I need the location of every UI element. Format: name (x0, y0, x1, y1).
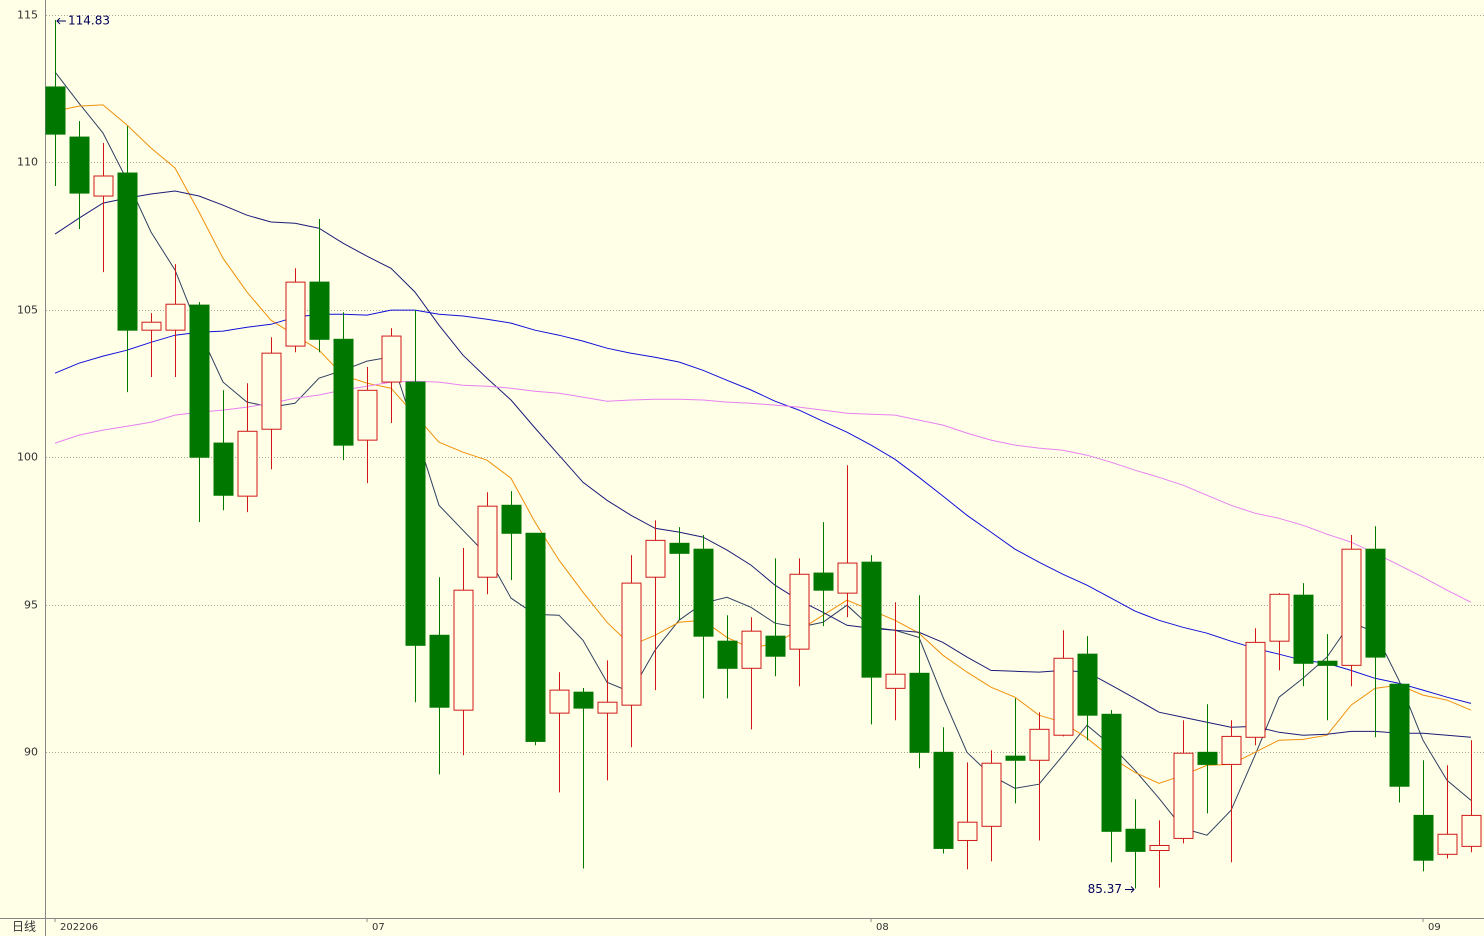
candle-body (189, 304, 210, 458)
candle-body (405, 381, 426, 646)
candle-body (453, 589, 474, 711)
candle-body (1221, 735, 1242, 765)
candle-body (213, 442, 234, 496)
candle-body (981, 762, 1002, 827)
candle-body (693, 548, 714, 637)
annotation-arrow (56, 17, 66, 25)
candle-body (861, 561, 882, 678)
x-tick-label: 09 (1428, 922, 1441, 933)
candle-body (501, 504, 522, 534)
candle-body (1149, 844, 1170, 851)
candle-body (477, 505, 498, 578)
candle-body (741, 630, 762, 669)
candle-body (1341, 548, 1362, 666)
candle-body (1437, 833, 1458, 855)
candle-body (1101, 713, 1122, 832)
candle-body (381, 335, 402, 383)
candle-body (909, 672, 930, 753)
candle-body (549, 689, 570, 714)
candle-body (1317, 660, 1338, 666)
candle-body (837, 562, 858, 594)
candle-body (333, 338, 354, 446)
y-tick-label: 95 (24, 599, 38, 612)
candle-body (573, 691, 594, 709)
y-tick-label: 110 (17, 156, 38, 169)
candle-body (93, 175, 114, 197)
candle-body (1125, 828, 1146, 852)
candle-body (885, 673, 906, 689)
moving-average-line (54, 190, 1472, 738)
candle-body (1053, 657, 1074, 736)
candle-body (261, 352, 282, 430)
annotation-label: 85.37 (1088, 882, 1122, 896)
candle-body (1389, 683, 1410, 787)
candle-body (669, 542, 690, 554)
candle-body (1365, 548, 1386, 658)
candle-body (717, 640, 738, 669)
candle-body (357, 389, 378, 441)
candle-body (1197, 751, 1218, 765)
candle-body (1173, 752, 1194, 839)
candle-body (813, 572, 834, 591)
candle-body (309, 281, 330, 340)
candle-body (789, 573, 810, 650)
candle-body (429, 634, 450, 708)
y-tick-label: 115 (17, 9, 38, 22)
candle-body (285, 281, 306, 347)
x-tick-label: 07 (372, 922, 385, 933)
annotation-arrow (1125, 886, 1135, 893)
candle-body (165, 303, 186, 331)
candle-body (525, 532, 546, 742)
candle-body (117, 172, 138, 331)
candle-body (1413, 814, 1434, 861)
moving-average-line (54, 71, 1472, 836)
candle-body (69, 136, 90, 194)
candle-body (141, 321, 162, 331)
candle-body (645, 539, 666, 578)
candle-body (621, 582, 642, 706)
candle-body (1269, 593, 1290, 642)
candle-body (597, 701, 618, 714)
candle-body (45, 86, 66, 135)
candle-body (1461, 814, 1482, 847)
candle-body (933, 751, 954, 849)
candle-body (1293, 594, 1314, 664)
moving-average-line (54, 380, 1472, 603)
period-label: 日线 (12, 920, 36, 934)
candle-body (1077, 653, 1098, 716)
y-tick-label: 100 (17, 451, 38, 464)
y-tick-label: 105 (17, 304, 38, 317)
candle-body (1005, 755, 1026, 761)
candle-body (957, 821, 978, 841)
y-tick-label: 90 (24, 746, 38, 759)
x-tick-label: 202206 (60, 922, 98, 933)
annotation-label: 114.83 (68, 14, 110, 28)
candle-body (1245, 641, 1266, 738)
candle-body (237, 430, 258, 497)
x-tick-label: 08 (876, 922, 889, 933)
candle-body (1029, 728, 1050, 761)
candle-body (765, 635, 786, 657)
